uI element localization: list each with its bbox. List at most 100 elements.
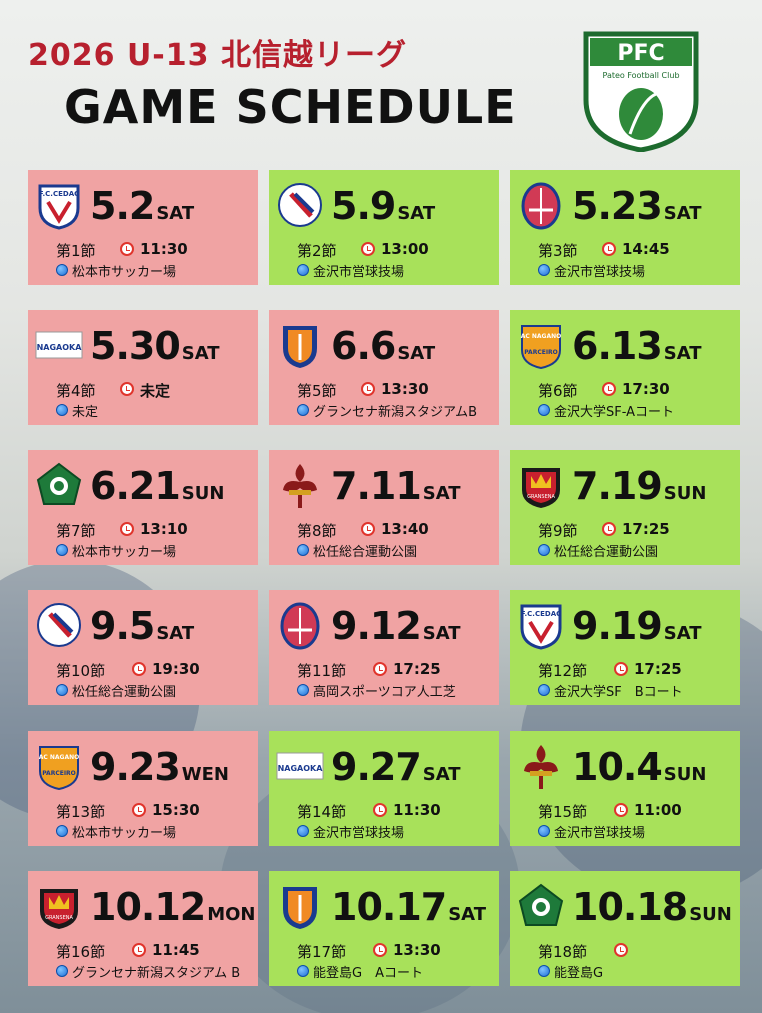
date-value: 9.5 <box>90 604 155 648</box>
venue-label: 金沢市営球技場 <box>313 265 405 280</box>
date-value: 5.9 <box>331 184 396 228</box>
kickoff-time: 13:40 <box>381 520 429 538</box>
nagaoka-team-badge-icon: NAGAOKA <box>276 752 324 780</box>
clock-icon <box>614 662 628 676</box>
venue-label: 金沢市営球技場 <box>554 265 646 280</box>
soccer-ball-icon <box>56 544 68 556</box>
date-value: 10.17 <box>331 885 447 929</box>
svg-text:NAGAOKA: NAGAOKA <box>278 764 324 773</box>
game-card: 9.5 SAT 第10節 19:30 松任総合運動公園 <box>28 590 258 705</box>
game-date: 5.30 SAT <box>90 324 220 368</box>
weekday: MON <box>207 904 256 925</box>
niigata-team-badge-icon <box>283 887 317 929</box>
parceiro-team-badge-icon: AC NAGANO PARCEIRO <box>39 746 79 791</box>
nagaoka-team-badge-icon: NAGAOKA <box>35 331 83 359</box>
svg-text:AC NAGANO: AC NAGANO <box>521 333 562 340</box>
clock-icon <box>132 662 146 676</box>
game-date: 6.21 SUN <box>90 464 224 508</box>
gransena-team-badge-icon: GRANSENA <box>40 889 78 929</box>
soccer-ball-icon <box>538 264 550 276</box>
clock-icon <box>132 803 146 817</box>
soccer-ball-icon <box>538 965 550 977</box>
soccer-ball-icon <box>538 825 550 837</box>
toyama-team-badge-icon <box>521 182 561 230</box>
kickoff-time: 13:10 <box>140 520 188 538</box>
weekday: SUN <box>181 483 225 504</box>
clock-icon <box>614 943 628 957</box>
svg-text:GRANSENA: GRANSENA <box>527 494 555 500</box>
round-label: 第18節 <box>538 943 588 961</box>
date-value: 6.13 <box>572 324 663 368</box>
venue-label: 松本市サッカー場 <box>72 265 177 280</box>
soccer-ball-icon <box>56 404 68 416</box>
kickoff-time: 14:45 <box>622 240 670 258</box>
hakusan-team-badge-icon <box>278 183 322 227</box>
league-title: 2026 U-13 北信越リーグ <box>28 38 407 73</box>
fleur-team-badge-icon <box>283 464 317 508</box>
round-label: 第4節 <box>56 382 96 400</box>
game-date: 9.19 SAT <box>572 604 702 648</box>
weekday: SAT <box>448 904 486 925</box>
fleur-team-badge-icon <box>524 745 558 789</box>
game-date: 6.6 SAT <box>331 324 435 368</box>
game-card: AC NAGANO PARCEIRO 9.23 WEN 第13節 15:30 松本市サッカー… <box>28 731 258 846</box>
game-card: 10.18 SUN 第18節 能登島G <box>510 871 740 986</box>
round-label: 第16節 <box>56 943 106 961</box>
pfc-logo: PFC Pateo Football Club <box>583 31 699 152</box>
game-card: 6.6 SAT 第5節 13:30 グランセナ新潟スタジアムB <box>269 310 499 425</box>
venue-label: 松本市サッカー場 <box>72 826 177 841</box>
clock-icon <box>602 242 616 256</box>
game-date: 10.4 SUN <box>572 745 706 789</box>
clock-icon <box>373 662 387 676</box>
soccer-ball-icon <box>56 684 68 696</box>
weekday: SAT <box>181 343 220 364</box>
date-value: 9.23 <box>90 745 181 789</box>
game-date: 10.17 SAT <box>331 885 486 929</box>
game-card: 5.9 SAT 第2節 13:00 金沢市営球技場 <box>269 170 499 285</box>
clock-icon <box>602 522 616 536</box>
date-value: 10.4 <box>572 745 663 789</box>
date-value: 7.19 <box>572 464 663 508</box>
weekday: SUN <box>689 904 732 925</box>
soccer-ball-icon <box>297 684 309 696</box>
game-card: 10.17 SAT 第17節 13:30 能登島G Aコート <box>269 871 499 986</box>
game-date: 5.9 SAT <box>331 184 435 228</box>
kickoff-time: 17:25 <box>393 660 441 678</box>
date-value: 5.23 <box>572 184 663 228</box>
kickoff-time: 11:45 <box>152 941 200 959</box>
date-value: 9.12 <box>331 604 422 648</box>
logo-subtext: Pateo Football Club <box>602 71 679 80</box>
venue-label: 金沢大学SF Bコート <box>554 685 683 700</box>
soccer-ball-icon <box>538 544 550 556</box>
venue-label: 松本市サッカー場 <box>72 545 177 560</box>
kickoff-time: 13:00 <box>381 240 429 258</box>
clock-icon <box>120 242 134 256</box>
date-value: 10.12 <box>90 885 206 929</box>
round-label: 第10節 <box>56 662 106 680</box>
venue-label: 金沢大学SF-Aコート <box>554 405 675 420</box>
weekday: SAT <box>663 623 702 644</box>
clock-icon <box>602 382 616 396</box>
soccer-ball-icon <box>538 404 550 416</box>
soccer-ball-icon <box>56 965 68 977</box>
venue-label: グランセナ新潟スタジアム B <box>72 966 241 981</box>
kickoff-time: 15:30 <box>152 801 200 819</box>
logo-text: PFC <box>617 41 664 66</box>
soccer-ball-icon <box>297 544 309 556</box>
venue-label: 能登島G Aコート <box>313 966 423 981</box>
kickoff-time: 13:30 <box>381 380 429 398</box>
clock-icon <box>361 522 375 536</box>
round-label: 第11節 <box>297 662 347 680</box>
weekday: SUN <box>663 483 707 504</box>
clock-icon <box>361 242 375 256</box>
clock-icon <box>373 803 387 817</box>
toyama-team-badge-icon <box>280 602 320 650</box>
kickoff-time: 未定 <box>140 382 171 400</box>
round-label: 第7節 <box>56 522 96 540</box>
weekday: SUN <box>663 764 707 785</box>
weekday: SAT <box>397 203 436 224</box>
date-value: 7.11 <box>331 464 422 508</box>
round-label: 第13節 <box>56 803 106 821</box>
clock-icon <box>614 803 628 817</box>
